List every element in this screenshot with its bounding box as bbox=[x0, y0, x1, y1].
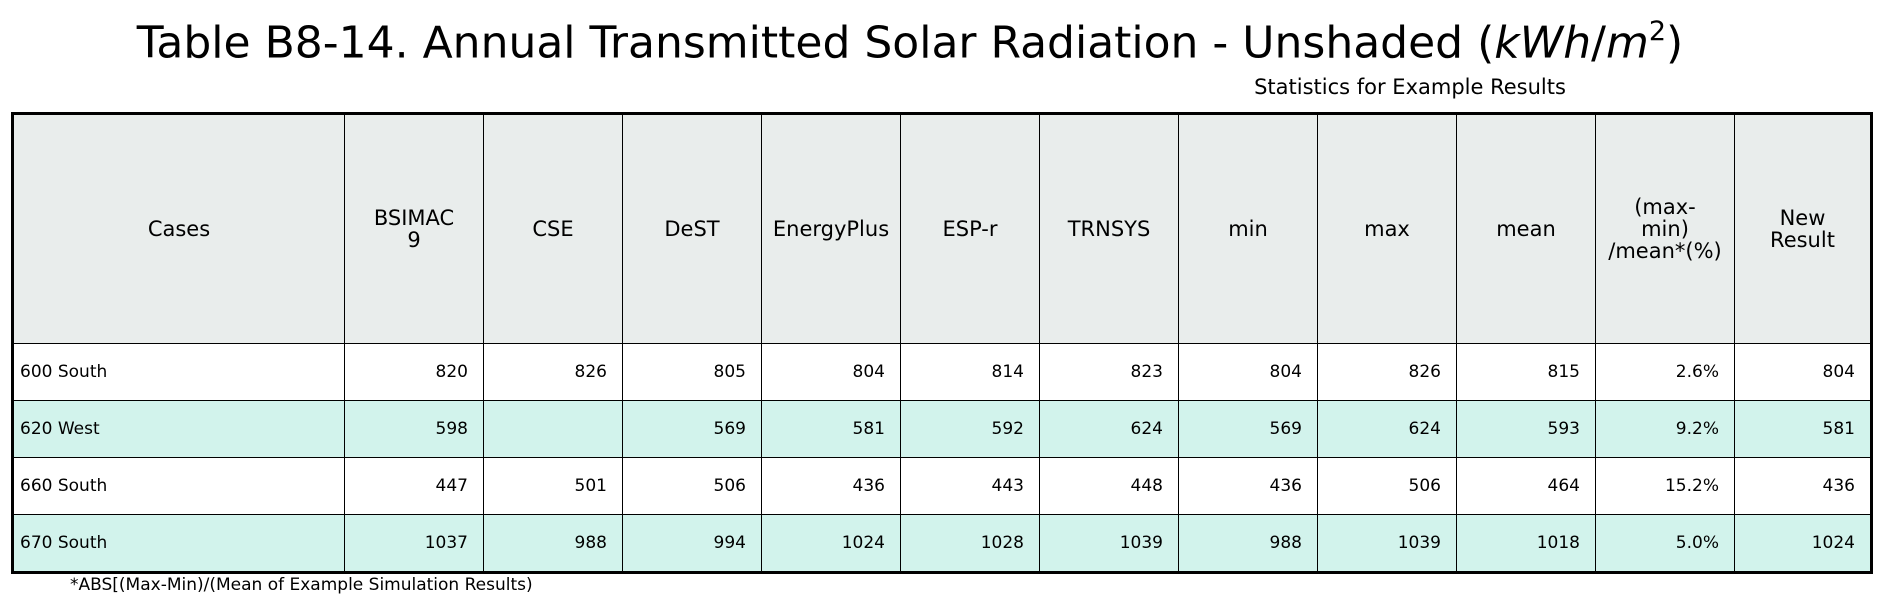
cell-range-percent: 2.6% bbox=[1595, 343, 1735, 401]
header-bsimac: BSIMAC 9 bbox=[344, 113, 484, 344]
cell-case: 660 South bbox=[12, 457, 345, 515]
results-table: Cases BSIMAC 9 CSE DeST EnergyPlus ESP-r … bbox=[11, 112, 1873, 574]
title-unit-kwh: kWh bbox=[1494, 17, 1592, 69]
cell-espr: 1028 bbox=[900, 514, 1040, 573]
header-new-result: New Result bbox=[1734, 113, 1872, 344]
cell-dest: 569 bbox=[622, 400, 762, 458]
header-espr: ESP-r bbox=[900, 113, 1040, 344]
cell-case: 620 West bbox=[12, 400, 345, 458]
table-row: 620 West 598 569 581 592 624 569 624 593… bbox=[12, 400, 1872, 458]
cell-espr: 814 bbox=[900, 343, 1040, 401]
cell-dest: 506 bbox=[622, 457, 762, 515]
cell-energyplus: 804 bbox=[761, 343, 901, 401]
cell-range-percent: 15.2% bbox=[1595, 457, 1735, 515]
cell-trnsys: 823 bbox=[1039, 343, 1179, 401]
table-row: 670 South 1037 988 994 1024 1028 1039 98… bbox=[12, 514, 1872, 573]
cell-energyplus: 436 bbox=[761, 457, 901, 515]
header-row: Cases BSIMAC 9 CSE DeST EnergyPlus ESP-r … bbox=[12, 113, 1872, 344]
cell-cse: 988 bbox=[483, 514, 623, 573]
header-dest: DeST bbox=[622, 113, 762, 344]
cell-mean: 464 bbox=[1456, 457, 1596, 515]
cell-mean: 1018 bbox=[1456, 514, 1596, 573]
cell-bsimac: 820 bbox=[344, 343, 484, 401]
title-unit-m: m bbox=[1605, 17, 1649, 69]
header-mean: mean bbox=[1456, 113, 1596, 344]
cell-max: 826 bbox=[1317, 343, 1457, 401]
cell-range-percent: 5.0% bbox=[1595, 514, 1735, 573]
cell-bsimac: 1037 bbox=[344, 514, 484, 573]
footnote: *ABS[(Max-Min)/(Mean of Example Simulati… bbox=[70, 575, 533, 595]
title-suffix: ) bbox=[1666, 17, 1684, 69]
header-max: max bbox=[1317, 113, 1457, 344]
cell-energyplus: 1024 bbox=[761, 514, 901, 573]
cell-mean: 593 bbox=[1456, 400, 1596, 458]
cell-dest: 994 bbox=[622, 514, 762, 573]
cell-case: 670 South bbox=[12, 514, 345, 573]
cell-espr: 443 bbox=[900, 457, 1040, 515]
cell-cse: 501 bbox=[483, 457, 623, 515]
header-range-percent: (max-min)/mean*(%) bbox=[1595, 113, 1735, 344]
cell-trnsys: 448 bbox=[1039, 457, 1179, 515]
cell-new-result: 436 bbox=[1734, 457, 1872, 515]
title-prefix: Table B8-14. Annual Transmitted Solar Ra… bbox=[136, 17, 1495, 69]
cell-new-result: 804 bbox=[1734, 343, 1872, 401]
cell-bsimac: 598 bbox=[344, 400, 484, 458]
table-row: 600 South 820 826 805 804 814 823 804 82… bbox=[12, 343, 1872, 401]
cell-mean: 815 bbox=[1456, 343, 1596, 401]
cell-max: 624 bbox=[1317, 400, 1457, 458]
cell-bsimac: 447 bbox=[344, 457, 484, 515]
cell-max: 1039 bbox=[1317, 514, 1457, 573]
header-trnsys: TRNSYS bbox=[1039, 113, 1179, 344]
cell-min: 988 bbox=[1178, 514, 1318, 573]
header-cases: Cases bbox=[12, 113, 345, 344]
table-row: 660 South 447 501 506 436 443 448 436 50… bbox=[12, 457, 1872, 515]
cell-energyplus: 581 bbox=[761, 400, 901, 458]
cell-range-percent: 9.2% bbox=[1595, 400, 1735, 458]
cell-case: 600 South bbox=[12, 343, 345, 401]
cell-trnsys: 624 bbox=[1039, 400, 1179, 458]
title-unit-slash: / bbox=[1591, 17, 1606, 69]
cell-cse bbox=[483, 400, 623, 458]
header-cse: CSE bbox=[483, 113, 623, 344]
cell-trnsys: 1039 bbox=[1039, 514, 1179, 573]
cell-espr: 592 bbox=[900, 400, 1040, 458]
header-energyplus: EnergyPlus bbox=[761, 113, 901, 344]
title-unit-exponent: 2 bbox=[1648, 16, 1667, 47]
cell-new-result: 581 bbox=[1734, 400, 1872, 458]
cell-max: 506 bbox=[1317, 457, 1457, 515]
cell-min: 436 bbox=[1178, 457, 1318, 515]
cell-min: 804 bbox=[1178, 343, 1318, 401]
cell-dest: 805 bbox=[622, 343, 762, 401]
cell-min: 569 bbox=[1178, 400, 1318, 458]
statistics-group-label: Statistics for Example Results bbox=[1254, 75, 1566, 99]
header-min: min bbox=[1178, 113, 1318, 344]
cell-cse: 826 bbox=[483, 343, 623, 401]
page-title: Table B8-14. Annual Transmitted Solar Ra… bbox=[0, 6, 1820, 72]
cell-new-result: 1024 bbox=[1734, 514, 1872, 573]
